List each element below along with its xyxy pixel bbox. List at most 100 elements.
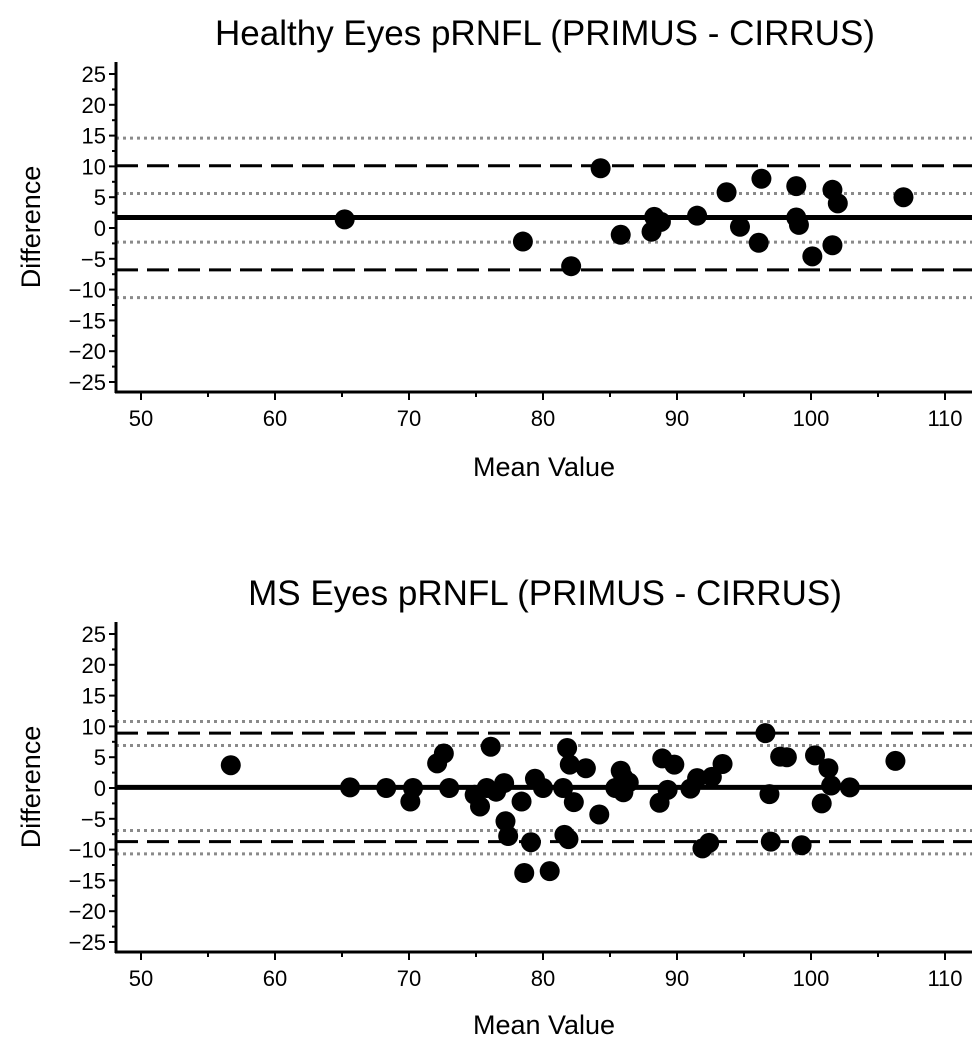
x-tick-label: 100 (793, 966, 830, 991)
y-tick-label: −5 (81, 807, 106, 832)
data-point (657, 779, 678, 800)
data-point (334, 209, 355, 230)
data-point (802, 246, 823, 267)
data-point (376, 778, 397, 798)
data-point (470, 796, 491, 817)
data-point (811, 793, 832, 814)
y-tick-label: −15 (69, 868, 106, 893)
data-point (618, 772, 639, 793)
data-point (563, 792, 584, 813)
x-tick-label: 60 (263, 966, 287, 991)
x-axis-label: Mean Value (473, 1010, 615, 1040)
data-point (433, 743, 454, 764)
data-point (494, 773, 515, 794)
data-point (539, 861, 560, 882)
data-point (776, 747, 797, 768)
x-tick-label: 70 (397, 406, 421, 431)
data-point (610, 224, 631, 245)
data-point (699, 832, 720, 853)
y-tick-label: 15 (82, 124, 106, 149)
data-point (729, 216, 750, 237)
healthy-eyes-panel: Healthy Eyes pRNFL (PRIMUS - CIRRUS) Mea… (16, 14, 972, 482)
y-axis-label: Difference (16, 726, 46, 849)
y-tick-label: 0 (94, 216, 106, 241)
data-point (512, 231, 533, 252)
data-point (561, 256, 582, 277)
y-tick-label: 15 (82, 684, 106, 709)
data-point (687, 205, 708, 226)
data-point (514, 863, 535, 884)
data-point (558, 829, 579, 850)
y-tick-label: −10 (69, 838, 106, 863)
y-tick-label: −10 (69, 278, 106, 303)
data-point (553, 778, 574, 798)
x-tick-label: 90 (665, 406, 689, 431)
y-tick-label: 20 (82, 653, 106, 678)
y-tick-label: −20 (69, 339, 106, 364)
data-point (827, 193, 848, 214)
y-tick-label: 10 (82, 154, 106, 179)
data-point (791, 835, 812, 856)
data-point (498, 826, 519, 847)
data-point (822, 235, 843, 256)
data-point (759, 784, 780, 805)
data-point (220, 755, 241, 776)
x-tick-label: 90 (665, 966, 689, 991)
x-tick-label: 110 (927, 406, 962, 431)
data-point (786, 176, 807, 197)
data-point (340, 777, 361, 798)
y-tick-label: 5 (94, 185, 106, 210)
y-tick-label: 25 (82, 62, 106, 87)
data-point (885, 750, 906, 771)
x-tick-label: 100 (793, 406, 830, 431)
y-tick-label: 25 (82, 622, 106, 647)
y-tick-label: 5 (94, 745, 106, 770)
data-point (650, 211, 671, 232)
data-point (557, 737, 578, 758)
data-point (748, 232, 769, 253)
data-point (687, 768, 708, 789)
chart-title: MS Eyes pRNFL (PRIMUS - CIRRUS) (248, 574, 842, 613)
y-tick-label: −25 (69, 370, 106, 395)
x-tick-label: 80 (531, 966, 555, 991)
data-point (818, 758, 839, 779)
data-point (480, 736, 501, 757)
y-tick-label: −20 (69, 899, 106, 924)
y-tick-label: 0 (94, 776, 106, 801)
data-point (893, 187, 914, 208)
x-tick-label: 80 (531, 406, 555, 431)
data-point (664, 754, 685, 775)
data-point (751, 168, 772, 189)
data-point (511, 791, 532, 812)
data-point (439, 778, 460, 798)
data-point (590, 158, 611, 179)
data-point (495, 811, 516, 832)
data-point (559, 754, 580, 775)
data-point (575, 758, 596, 779)
ms-eyes-panel: MS Eyes pRNFL (PRIMUS - CIRRUS) Mean Val… (16, 574, 972, 1040)
y-axis-label: Difference (16, 166, 46, 289)
data-point (755, 723, 776, 744)
y-tick-label: −15 (69, 308, 106, 333)
chart-title: Healthy Eyes pRNFL (PRIMUS - CIRRUS) (215, 14, 875, 53)
data-point (716, 182, 737, 203)
data-point (712, 753, 733, 774)
data-point (520, 832, 541, 853)
data-point (533, 778, 553, 798)
data-point (839, 777, 860, 798)
data-point (589, 804, 610, 825)
x-tick-label: 110 (927, 966, 962, 991)
x-tick-label: 50 (129, 406, 153, 431)
data-point (805, 745, 826, 766)
x-tick-label: 60 (263, 406, 287, 431)
y-tick-label: −5 (81, 247, 106, 272)
x-tick-label: 50 (129, 966, 153, 991)
x-tick-label: 70 (397, 966, 421, 991)
y-tick-label: 20 (82, 93, 106, 118)
data-point (788, 214, 809, 235)
x-axis-label: Mean Value (473, 452, 615, 482)
data-point (821, 775, 842, 796)
data-point (403, 778, 424, 798)
y-tick-label: 10 (82, 714, 106, 739)
